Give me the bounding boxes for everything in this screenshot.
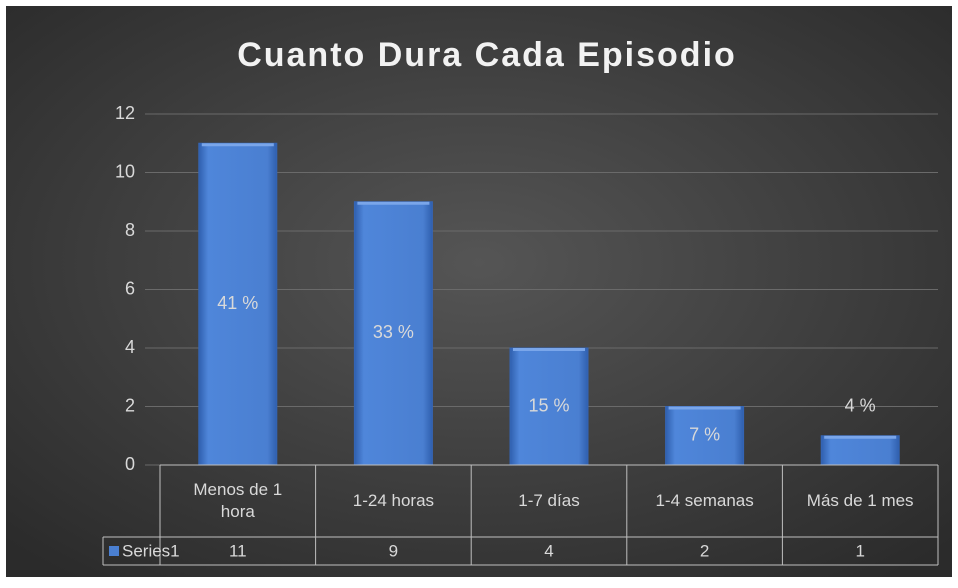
bar [198, 142, 278, 466]
y-tick-label: 8 [125, 220, 135, 240]
bar-bevel [668, 406, 741, 410]
table-value: 2 [700, 541, 709, 560]
category-cell: 1-24 horas [316, 465, 472, 537]
data-label: 7 % [689, 425, 720, 445]
table-value: 11 [229, 541, 247, 560]
y-tick-label: 2 [125, 395, 135, 415]
x-tick-label: 1-24 horas [352, 491, 435, 510]
bar [820, 435, 900, 466]
data-label: 4 % [845, 396, 876, 416]
bar-bevel [201, 143, 274, 147]
y-tick-label: 6 [125, 278, 135, 298]
data-label: 15 % [528, 395, 569, 415]
y-tick-label: 0 [125, 454, 135, 474]
legend-key [109, 546, 119, 556]
table-value: 9 [389, 541, 398, 560]
x-tick-label: 1-7 días [518, 491, 580, 510]
bar-bevel [357, 201, 430, 205]
chart-background [6, 6, 952, 577]
category-wrap: 1-4 semanas [627, 465, 783, 537]
bar [509, 347, 589, 466]
category-wrap: Más de 1 mes [782, 465, 938, 537]
bar-bevel [513, 348, 585, 351]
x-tick-label: Menos de 1 hora [193, 480, 283, 521]
category-wrap: 1-7 días [471, 465, 627, 537]
chart-title: Cuanto Dura Cada Episodio [237, 36, 737, 74]
y-tick-label: 4 [125, 337, 135, 357]
category-cell: 1-4 semanas [627, 465, 783, 537]
category-cell: Menos de 1 hora [160, 465, 316, 537]
category-cell: Más de 1 mes [782, 465, 938, 537]
data-label: 41 % [217, 293, 258, 313]
table-value: 4 [544, 541, 553, 560]
table-value: 1 [855, 541, 864, 560]
bar [665, 406, 745, 466]
y-tick-label: 12 [115, 103, 135, 123]
x-tick-label: Más de 1 mes [806, 491, 914, 510]
legend-label: Series1 [122, 541, 180, 560]
bar-bevel [824, 435, 897, 439]
y-tick-label: 10 [115, 161, 135, 181]
category-wrap: Menos de 1 hora [160, 465, 316, 537]
category-cell: 1-7 días [471, 465, 627, 537]
x-tick-label: 1-4 semanas [655, 491, 754, 510]
category-wrap: 1-24 horas [316, 465, 472, 537]
data-label: 33 % [373, 322, 414, 342]
